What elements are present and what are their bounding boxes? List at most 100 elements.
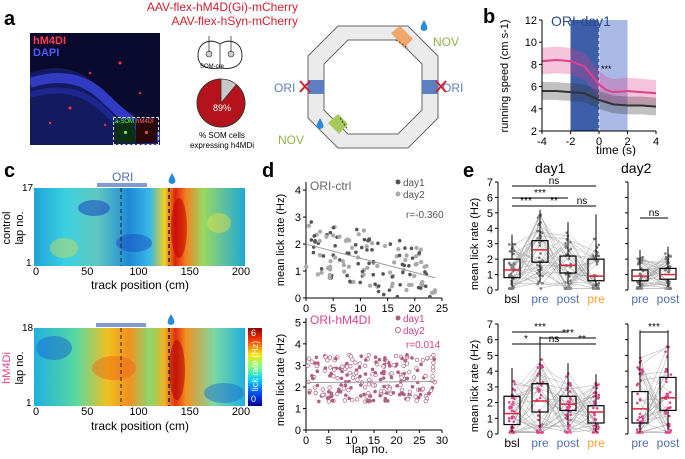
scatter-point: [420, 386, 426, 391]
subject-line: [509, 396, 594, 433]
subject-line: [512, 383, 595, 429]
subject-point: [539, 393, 543, 397]
scatter-point: [405, 376, 410, 381]
subject-point: [596, 427, 600, 431]
scatter-point: [402, 371, 407, 376]
subject-point: [639, 272, 642, 276]
scatter-point: [378, 377, 383, 382]
subject-point: [641, 419, 645, 422]
y-tick-label: 5: [295, 317, 301, 329]
subject-point: [510, 275, 514, 278]
significance-label: *: [524, 334, 528, 345]
subject-point: [569, 413, 572, 417]
category-label: pre: [631, 292, 649, 306]
scatter-point: [428, 388, 434, 393]
box: [503, 395, 521, 426]
scatter-point: [356, 232, 361, 237]
scatter-point: [358, 394, 363, 398]
subject-point: [569, 247, 573, 251]
subject-point: [596, 431, 599, 434]
scatter-point: [431, 360, 436, 365]
ylabel-hm4di: hM4Di lap no.: [1, 351, 26, 384]
subject-line: [509, 239, 599, 276]
y-tick-label: 2: [531, 126, 537, 138]
scatter-point: [403, 246, 407, 250]
subject-line: [509, 241, 598, 289]
ytick-top-hm4di: 18: [22, 323, 34, 334]
y-tick-label: 0: [487, 429, 493, 441]
scatter-point: [317, 399, 321, 404]
y-tick-label: 5: [487, 350, 493, 362]
subject-point: [569, 418, 572, 422]
pie-chart: 89%: [196, 78, 246, 128]
subject-point: [597, 393, 601, 397]
subject-point: [667, 270, 670, 274]
subject-line: [641, 258, 667, 289]
subject-point: [564, 245, 568, 248]
scatter-point: [399, 375, 404, 380]
subject-point: [664, 411, 668, 415]
chart-b-xlabel: time (s): [596, 143, 636, 156]
x-tick-label: 25: [436, 303, 448, 315]
ytick-bottom-control: 1: [26, 258, 32, 269]
scatter-point: [336, 389, 341, 394]
subject-line: [509, 260, 598, 289]
ylabel-control-group: control: [1, 211, 13, 244]
scatter-point: [330, 233, 336, 238]
d-ylabel-bottom: mean lick rate (Hz): [275, 334, 287, 426]
subject-point: [596, 397, 600, 400]
scatter-point: [423, 398, 428, 404]
x-tick-label: 200: [231, 406, 251, 418]
panel-c-letter: c: [4, 160, 16, 182]
scatter-point: [320, 387, 326, 392]
scatter-point: [356, 261, 361, 266]
subject-line: [639, 351, 666, 415]
scatter-point: [326, 389, 331, 394]
inset-green: a-SOM: [115, 119, 135, 143]
subject-point: [664, 350, 667, 353]
subject-point: [540, 431, 543, 434]
scatter-point: [350, 357, 355, 362]
subject-line: [513, 381, 594, 427]
y-tick-label: 2: [487, 398, 493, 410]
scatter-point: [314, 355, 319, 360]
scatter-point: [396, 370, 400, 375]
scatter-point: [358, 374, 362, 379]
subject-point: [567, 257, 571, 260]
scatter-point: [323, 366, 328, 370]
y-tick-label: 4: [531, 104, 537, 116]
y-tick-label: 2: [487, 254, 493, 266]
subject-point: [636, 262, 640, 266]
significance-label: **: [550, 196, 558, 207]
subject-point: [564, 273, 568, 276]
scatter-point: [387, 387, 392, 392]
subject-point: [668, 255, 671, 258]
scatter-point: [400, 270, 405, 275]
d-top-r: r=-0.360: [406, 210, 444, 221]
subject-point: [541, 259, 544, 262]
y-tick-label: 1: [487, 413, 493, 425]
subject-point: [596, 259, 600, 263]
cross-icon-left: [299, 80, 311, 93]
scatter-point: [332, 367, 337, 372]
subject-line: [514, 383, 597, 433]
subject-point: [597, 243, 601, 247]
colorbar-label-svg: lick rate (Hz): [250, 341, 260, 392]
y-tick-label: 10: [525, 37, 537, 49]
chart-b-ylabel: running speed (cm s-1): [499, 19, 511, 132]
subject-line: [637, 402, 669, 427]
scatter-point: [345, 273, 349, 278]
scatter-point: [409, 282, 414, 288]
title-line-1: AAV-flex-hM4D(Gi)-mCherry: [146, 0, 298, 14]
subject-point: [512, 431, 516, 434]
significance-label: ***: [648, 322, 660, 333]
scatter-point: [373, 389, 377, 394]
scatter-point: [415, 368, 420, 373]
subject-point: [567, 275, 571, 278]
significance-b: ***: [601, 64, 612, 74]
subject-line: [639, 399, 666, 413]
subject-point: [537, 281, 540, 285]
water-drop-icon-top: [420, 20, 428, 31]
subject-point: [512, 249, 516, 253]
scatter-point: [344, 393, 348, 398]
